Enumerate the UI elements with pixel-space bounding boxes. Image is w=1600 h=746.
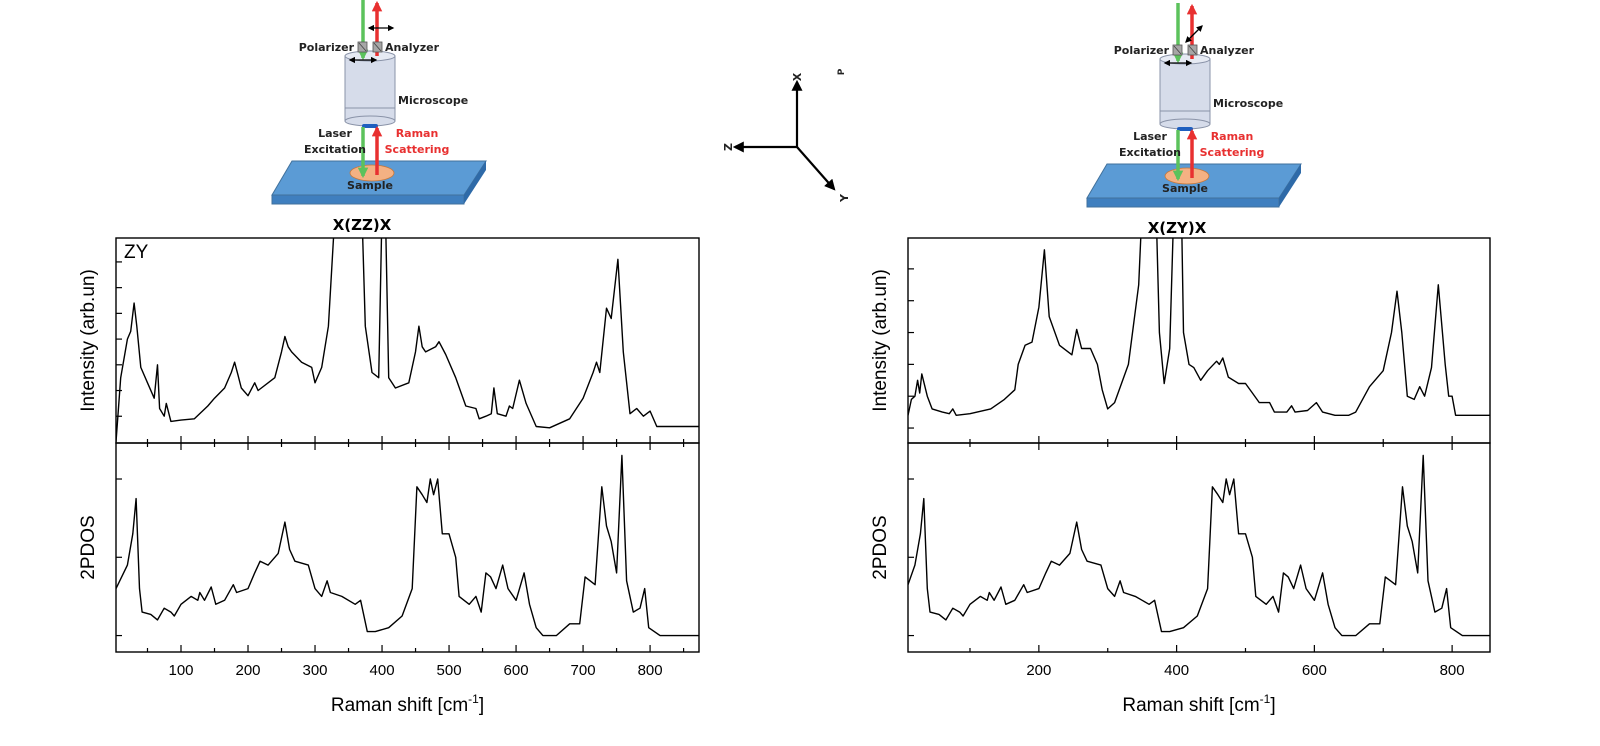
raman-label-line1: Raman [1211,130,1254,143]
sample-label: Sample [347,179,393,192]
x-tick-label: 600 [504,662,529,679]
polarizer-element-slash [1173,45,1182,55]
x-axis-label-end: ] [1270,695,1275,716]
spectrum-line-right-bottom [908,454,1490,637]
x-axis-label-main: Raman shift [cm [1122,695,1259,716]
x-tick-label: 400 [370,662,395,679]
microscope-body [1159,58,1211,125]
configuration-label: X(ZY)X [1148,219,1207,237]
analyzer-direction-arrow [1185,25,1203,43]
y-axis-label: 2PDOS [78,515,99,579]
plot-frame [115,237,700,444]
laser-label-line2: Excitation [1119,146,1181,159]
y-axis-label: Intensity (arb.un) [78,269,99,412]
x-tick-label: 100 [168,662,193,679]
x-tick-label: 300 [303,662,328,679]
configuration-label: X(ZZ)X [333,216,392,234]
plots: Intensity (arb.un) ZY 2PDOS 100 200 300 400 500… [78,237,1491,716]
polarizer-element-slash [358,42,367,52]
raman-label-line2: Scattering [1200,146,1265,159]
analyzer-element-slash [373,42,382,52]
x-axis-label: Raman shift [cm-1] [1122,692,1275,716]
x-tick-label: 700 [571,662,596,679]
microscope-label: Microscope [398,94,468,107]
laser-label-line1: Laser [318,127,352,140]
polarizer-label: Polarizer [1114,44,1170,57]
spectrum-line-right-top [908,238,1490,416]
x-axis-label: X [791,72,804,81]
x-tick-label: 800 [1440,662,1465,679]
x-tick-label: 500 [437,662,462,679]
setup-diagram-zz: Polarizer Analyzer Microscope Laser Excitati… [271,0,487,234]
x-axis-label-superscript: -1 [1260,692,1271,706]
x-tick-label: 200 [235,662,260,679]
y-axis-label: 2PDOS [870,515,891,579]
panel-right-bottom: 2PDOS 200 400 600 800 Raman shift [cm-1] [870,442,1491,716]
x-axis-label-superscript: -1 [468,692,479,706]
x-tick-label: 800 [638,662,663,679]
panel-annotation: ZY [124,242,149,263]
substrate-side [464,161,486,204]
coordinate-axes-diagram: X Z Y P [722,68,851,203]
analyzer-element-slash [1188,45,1197,55]
y-axis-label: Y [838,193,851,203]
y-axis-arrow [796,146,836,191]
sample-label: Sample [1162,182,1208,195]
laser-label-line1: Laser [1133,130,1167,143]
raman-label-line1: Raman [396,127,439,140]
raman-label-line2: Scattering [385,143,450,156]
microscope-label: Microscope [1213,97,1283,110]
polarizer-label: Polarizer [299,41,355,54]
x-axis-label-main: Raman shift [cm [331,695,468,716]
analyzer-label: Analyzer [1200,44,1255,57]
panel-left-bottom: 2PDOS 100 200 300 400 500 600 700 800 Raman shift… [78,442,700,716]
spectrum-line-left-bottom [116,454,699,637]
substrate-front [1086,197,1280,208]
laser-label-line2: Excitation [304,143,366,156]
y-axis-label: Intensity (arb.un) [870,269,891,412]
microscope-body [344,55,396,122]
z-axis-label: Z [722,143,735,151]
spectrum-line-left-top [116,238,699,443]
setup-diagram-zy: Polarizer Analyzer Microscope Laser Excitati… [1086,3,1302,237]
panel-left-top: Intensity (arb.un) ZY [78,237,700,450]
p-label: P [837,68,847,75]
panel-right-top: Intensity (arb.un) [870,237,1491,450]
x-tick-label: 400 [1164,662,1189,679]
substrate-side [1279,164,1301,207]
plot-frame [907,442,1491,653]
substrate-front [271,194,465,205]
plot-frame [115,442,700,653]
analyzer-label: Analyzer [385,41,440,54]
x-axis-label: Raman shift [cm-1] [331,692,484,716]
x-tick-label: 600 [1302,662,1327,679]
x-axis-label-end: ] [479,695,484,716]
x-tick-label: 200 [1026,662,1051,679]
